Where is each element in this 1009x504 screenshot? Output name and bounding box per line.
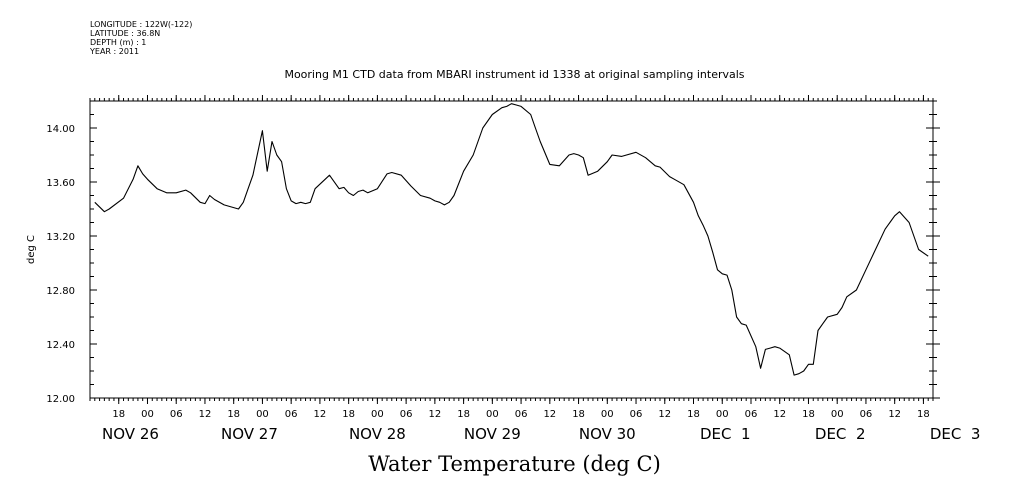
x-day-label: NOV 30 <box>579 425 636 443</box>
axes-layer <box>89 100 934 399</box>
x-hour-tick-label: 18 <box>572 409 585 420</box>
x-hour-tick-label: 06 <box>170 409 183 420</box>
y-tick-label: 12.80 <box>46 286 75 297</box>
chart-title: Mooring M1 CTD data from MBARI instrumen… <box>284 68 745 81</box>
x-hour-tick-label: 12 <box>314 409 327 420</box>
x-hour-tick-label: 12 <box>773 409 786 420</box>
metadata-block: LONGITUDE : 122W(-122) LATITUDE : 36.8N … <box>90 20 192 56</box>
x-hour-tick-label: 00 <box>256 409 269 420</box>
x-axis-title: Water Temperature (deg C) <box>368 452 661 476</box>
labels-layer: 18 00 06 12 18 00 06 12 18 00 06 12 18 00 06 12 18 00 06 12… <box>26 124 980 443</box>
x-hour-tick-label: 12 <box>199 409 212 420</box>
x-hour-tick-label: 18 <box>457 409 470 420</box>
y-tick-label: 13.60 <box>46 178 75 189</box>
meta-year: YEAR : 2011 <box>90 47 140 56</box>
x-day-label: DEC 3 <box>930 425 981 443</box>
x-day-label: NOV 26 <box>102 425 159 443</box>
x-hour-tick-label: 06 <box>400 409 413 420</box>
x-hour-tick-label: 00 <box>601 409 614 420</box>
x-hour-tick-label: 12 <box>543 409 556 420</box>
y-tick-label: 12.40 <box>46 340 75 351</box>
x-hour-tick-label: 00 <box>716 409 729 420</box>
x-day-label: DEC 1 <box>700 425 751 443</box>
x-hour-tick-label: 18 <box>227 409 240 420</box>
x-hour-tick-label: 18 <box>112 409 125 420</box>
x-hour-tick-label: 06 <box>860 409 873 420</box>
x-hour-tick-label: 18 <box>687 409 700 420</box>
y-tick-label: 12.00 <box>46 394 75 405</box>
x-hour-tick-label: 12 <box>658 409 671 420</box>
x-hour-tick-label: 18 <box>917 409 930 420</box>
series-layer <box>94 103 929 376</box>
x-hour-tick-label: 18 <box>802 409 815 420</box>
x-day-label: NOV 29 <box>464 425 521 443</box>
temperature-series-line <box>94 103 929 376</box>
x-hour-tick-label: 00 <box>141 409 154 420</box>
x-hour-tick-label: 00 <box>371 409 384 420</box>
x-hour-tick-label: 06 <box>630 409 643 420</box>
x-day-label: NOV 28 <box>349 425 406 443</box>
ticks-layer <box>89 95 940 404</box>
x-hour-tick-label: 12 <box>888 409 901 420</box>
meta-latitude: LATITUDE : 36.8N <box>90 29 161 38</box>
x-hour-tick-label: 18 <box>342 409 355 420</box>
x-day-label: DEC 2 <box>815 425 866 443</box>
x-hour-tick-label: 06 <box>285 409 298 420</box>
x-hour-tick-label: 06 <box>745 409 758 420</box>
x-hour-tick-label: 00 <box>486 409 499 420</box>
meta-depth: DEPTH (m) : 1 <box>90 38 147 47</box>
x-day-label: NOV 27 <box>221 425 278 443</box>
y-axis-label: deg C <box>26 235 37 264</box>
y-tick-label: 14.00 <box>46 124 75 135</box>
x-hour-tick-label: 00 <box>831 409 844 420</box>
y-tick-label: 13.20 <box>46 232 75 243</box>
plot-frame <box>89 100 934 399</box>
x-hour-tick-label: 12 <box>428 409 441 420</box>
meta-longitude: LONGITUDE : 122W(-122) <box>90 20 193 29</box>
x-hour-tick-label: 06 <box>515 409 528 420</box>
